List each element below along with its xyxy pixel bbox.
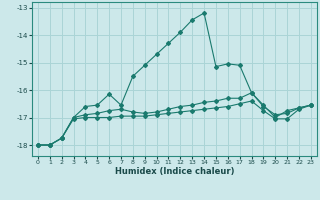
X-axis label: Humidex (Indice chaleur): Humidex (Indice chaleur) [115, 167, 234, 176]
